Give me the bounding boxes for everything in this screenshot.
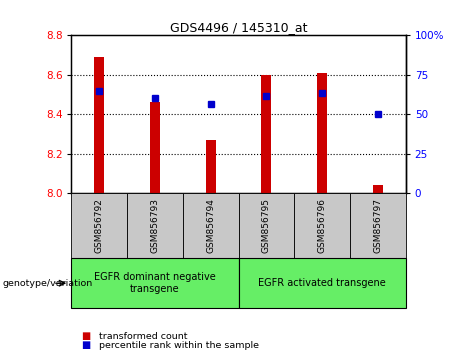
Text: GSM856796: GSM856796 — [318, 198, 327, 253]
Bar — [206, 140, 216, 193]
Title: GDS4496 / 145310_at: GDS4496 / 145310_at — [170, 21, 307, 34]
Text: GSM856794: GSM856794 — [206, 198, 215, 253]
Text: GSM856792: GSM856792 — [95, 198, 104, 253]
Text: ■: ■ — [81, 331, 90, 341]
Text: ■: ■ — [81, 340, 90, 350]
Text: GSM856797: GSM856797 — [373, 198, 382, 253]
Text: percentile rank within the sample: percentile rank within the sample — [99, 341, 259, 350]
Text: EGFR dominant negative
transgene: EGFR dominant negative transgene — [94, 272, 216, 294]
Bar — [261, 75, 272, 193]
Bar — [150, 102, 160, 193]
Bar — [373, 185, 383, 193]
Text: EGFR activated transgene: EGFR activated transgene — [258, 278, 386, 288]
Text: GSM856795: GSM856795 — [262, 198, 271, 253]
Text: genotype/variation: genotype/variation — [2, 279, 93, 288]
Bar — [317, 73, 327, 193]
Text: GSM856793: GSM856793 — [150, 198, 160, 253]
Text: transformed count: transformed count — [99, 332, 188, 341]
Bar — [95, 57, 104, 193]
